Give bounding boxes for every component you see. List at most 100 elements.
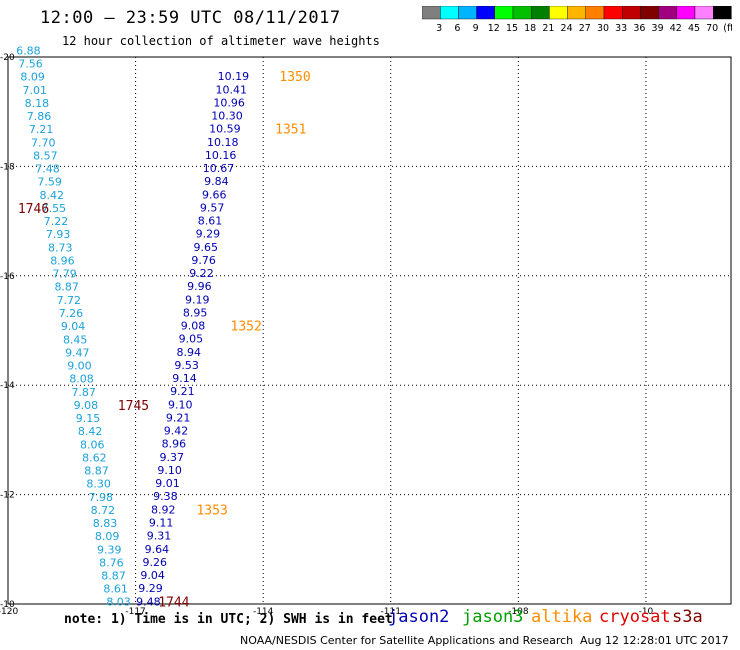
scale-label: 15 — [506, 23, 518, 34]
x-tick-label: -10 — [639, 607, 654, 617]
jason3-wave-height: 7.22 — [44, 215, 69, 228]
jason3-wave-height: 7.98 — [88, 491, 113, 504]
jason3-wave-height: 7.55 — [42, 202, 67, 215]
pass-time-label: 1353 — [196, 503, 227, 518]
jason3-wave-height: 7.01 — [23, 84, 48, 97]
jason2-wave-height: 9.76 — [191, 254, 216, 267]
scale-label: 33 — [615, 23, 627, 34]
legend-jason3: jason3 — [462, 607, 524, 627]
jason2-wave-height: 9.65 — [194, 241, 219, 254]
jason2-wave-height: 9.53 — [174, 359, 199, 372]
jason2-wave-height: 10.96 — [213, 96, 245, 109]
jason2-wave-height: 10.18 — [207, 136, 239, 149]
jason2-wave-height: 9.21 — [166, 411, 191, 424]
jason3-wave-height: 7.70 — [31, 136, 56, 149]
scale-label: 18 — [524, 23, 536, 34]
scale-swatch — [713, 6, 732, 20]
jason2-wave-height: 10.19 — [218, 70, 250, 83]
legend-jason2: jason2 — [388, 607, 450, 627]
jason2-wave-height: 8.92 — [151, 503, 176, 516]
jason3-wave-height: 7.87 — [71, 386, 96, 399]
jason3-wave-height: 8.08 — [69, 373, 94, 386]
scale-label: 9 — [473, 23, 479, 34]
jason3-wave-height: 8.42 — [78, 425, 103, 438]
jason3-wave-height: 8.83 — [93, 517, 118, 530]
credit-line: NOAA/NESDIS Center for Satellite Applica… — [240, 634, 574, 647]
timestamp: Aug 12 12:28:01 UTC 2017 — [580, 634, 729, 647]
jason3-wave-height: 8.87 — [101, 570, 126, 583]
jason3-wave-height: 8.87 — [54, 281, 79, 294]
jason3-wave-height: 8.72 — [91, 504, 116, 517]
jason3-wave-height: 8.62 — [82, 451, 107, 464]
scale-label: 6 — [454, 23, 460, 34]
jason3-wave-height: 9.47 — [65, 346, 90, 359]
chart-note: note: 1) Time is in UTC; 2) SWH is in fe… — [64, 612, 393, 627]
legend-s3a: s3a — [672, 607, 703, 627]
jason3-wave-height: 8.42 — [40, 189, 65, 202]
jason2-wave-height: 9.48 — [136, 595, 161, 608]
jason2-wave-height: 10.30 — [211, 110, 243, 123]
jason2-wave-height: 10.67 — [203, 162, 235, 175]
y-tick-label: -12 — [0, 491, 15, 501]
jason2-wave-height: 8.95 — [183, 306, 208, 319]
jason2-wave-height: 9.05 — [179, 333, 204, 346]
scale-label: 21 — [542, 23, 554, 34]
plot-frame — [7, 56, 732, 605]
jason3-wave-height: 8.45 — [63, 333, 88, 346]
legend-cryosat: cryosat — [599, 607, 671, 627]
jason2-wave-height: 9.21 — [170, 385, 195, 398]
jason3-wave-height: 7.56 — [18, 58, 43, 71]
scale-label: 36 — [633, 23, 645, 34]
jason2-wave-height: 9.38 — [153, 490, 178, 503]
jason2-wave-height: 9.10 — [157, 464, 182, 477]
y-tick-label: -16 — [0, 272, 15, 282]
x-tick-label: -117 — [125, 607, 145, 617]
pass-time-label: 1745 — [118, 399, 149, 414]
jason3-wave-height: 7.79 — [52, 268, 77, 281]
jason3-wave-height: 9.39 — [97, 543, 122, 556]
jason3-wave-height: 8.96 — [50, 254, 75, 267]
jason2-wave-height: 9.11 — [149, 516, 174, 529]
pass-time-label: 1352 — [231, 320, 262, 335]
jason2-wave-height: 8.96 — [162, 438, 187, 451]
jason2-wave-height: 10.59 — [209, 123, 241, 136]
jason3-wave-height: 8.18 — [25, 97, 50, 110]
jason3-wave-height: 7.59 — [37, 176, 62, 189]
jason3-wave-height: 8.06 — [80, 438, 105, 451]
jason2-wave-height: 9.19 — [185, 293, 210, 306]
scale-label: 45 — [688, 23, 700, 34]
scale-label: (ft) — [723, 23, 732, 34]
jason3-wave-height: 7.48 — [35, 163, 60, 176]
scale-label: 12 — [488, 23, 500, 34]
jason3-wave-height: 9.15 — [76, 412, 101, 425]
pass-time-label: 1351 — [275, 123, 306, 138]
y-tick-label: -14 — [0, 381, 15, 391]
jason2-wave-height: 9.08 — [181, 320, 206, 333]
scale-label: 42 — [670, 23, 682, 34]
jason2-wave-height: 9.31 — [147, 530, 172, 543]
jason2-wave-height: 9.42 — [164, 425, 189, 438]
jason3-wave-height: 7.93 — [46, 228, 71, 241]
jason3-wave-height: 8.30 — [86, 478, 111, 491]
jason3-wave-height: 8.87 — [84, 465, 109, 478]
scale-label: 39 — [652, 23, 664, 34]
jason2-wave-height: 9.14 — [172, 372, 197, 385]
jason3-wave-height: 7.21 — [29, 123, 54, 136]
page-title: 12:00 – 23:59 UTC 08/11/2017 — [40, 8, 341, 28]
scale-label: 24 — [561, 23, 573, 34]
jason2-wave-height: 9.96 — [187, 280, 212, 293]
jason2-wave-height: 8.94 — [177, 346, 202, 359]
jason2-wave-height: 9.57 — [200, 201, 225, 214]
jason2-wave-height: 9.84 — [204, 175, 229, 188]
jason2-wave-height: 9.37 — [159, 451, 184, 464]
jason2-wave-height: 9.29 — [138, 582, 163, 595]
jason2-wave-height: 10.41 — [216, 83, 248, 96]
jason3-wave-height: 6.88 — [16, 44, 41, 57]
jason3-wave-height: 9.08 — [74, 399, 99, 412]
jason3-wave-height: 8.09 — [95, 530, 120, 543]
jason3-wave-height: 8.76 — [99, 556, 124, 569]
jason3-wave-height: 8.09 — [20, 71, 45, 84]
jason2-wave-height: 9.29 — [196, 228, 221, 241]
